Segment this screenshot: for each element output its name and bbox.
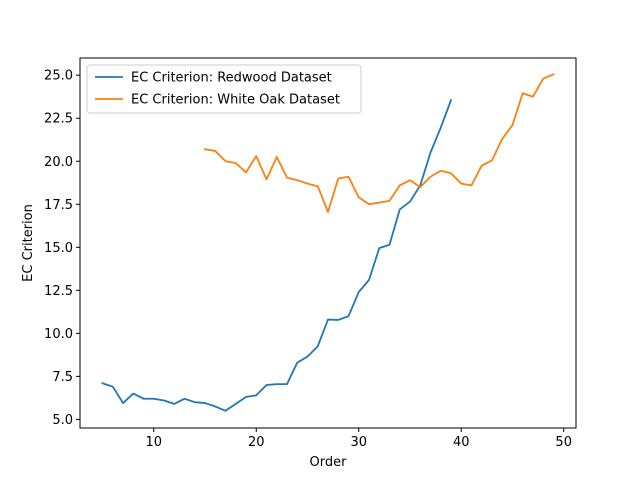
y-tick-label: 10.0 (44, 327, 73, 342)
y-tick-label: 25.0 (44, 69, 73, 84)
x-tick-label: 40 (453, 435, 470, 450)
y-tick-label: 5.0 (52, 413, 73, 428)
plot-frame (79, 57, 577, 429)
legend-label: EC Criterion: White Oak Dataset (131, 93, 340, 108)
y-tick-label: 15.0 (44, 241, 73, 256)
legend-label: EC Criterion: Redwood Dataset (131, 71, 332, 86)
y-tick-label: 7.5 (52, 370, 73, 385)
legend: EC Criterion: Redwood Dataset EC Criterio… (86, 64, 362, 114)
y-axis-label: EC Criterion (21, 204, 36, 282)
y-tick-label: 17.5 (44, 198, 73, 213)
series-layer (101, 73, 555, 412)
y-tick-label: 12.5 (44, 284, 73, 299)
y-tick-label: 20.0 (44, 155, 73, 170)
x-axis-ticks: 10 20 30 40 50 (146, 428, 572, 450)
y-tick-label: 22.5 (44, 112, 73, 127)
x-tick-label: 30 (350, 435, 367, 450)
x-tick-label: 10 (146, 435, 163, 450)
y-axis-ticks: 5.0 7.5 10.0 12.5 15.0 17.5 20.0 22.5 25.0 (44, 69, 80, 428)
x-axis-label: Order (310, 455, 348, 470)
x-tick-label: 50 (555, 435, 572, 450)
legend-box (86, 64, 362, 114)
x-tick-label: 20 (248, 435, 265, 450)
